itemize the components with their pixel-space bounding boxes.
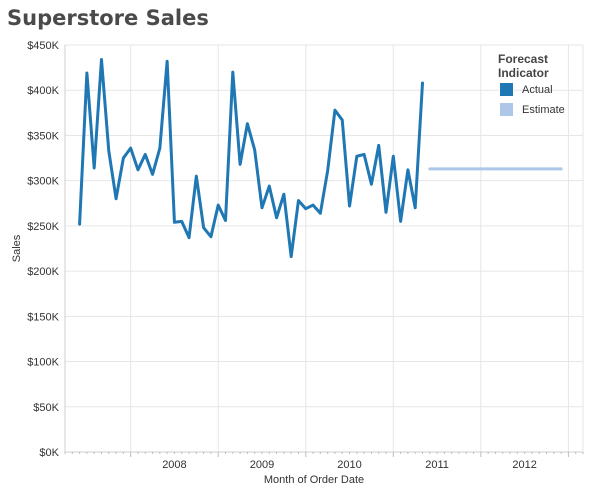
legend-swatch-actual (499, 82, 514, 97)
x-tick-label: 2008 (162, 459, 186, 471)
y-tick-label: $400K (27, 85, 59, 97)
y-tick-label: $300K (27, 176, 59, 188)
y-tick-label: $450K (27, 40, 59, 52)
legend-title: Forecast Indicator (498, 52, 588, 80)
x-tick-label: 2010 (337, 459, 361, 471)
y-tick-label: $100K (27, 357, 59, 369)
x-axis-title: Month of Order Date (264, 474, 364, 486)
legend-label-actual: Actual (522, 83, 553, 96)
y-axis-title: Sales (11, 234, 23, 262)
y-tick-label: $200K (27, 266, 59, 278)
y-tick-label: $150K (27, 311, 59, 323)
x-tick-label: 2012 (512, 459, 536, 471)
legend-item-estimate[interactable]: Estimate (499, 102, 565, 117)
y-tick-label: $350K (27, 130, 59, 142)
plot-area (65, 45, 583, 452)
page-title: Superstore Sales (7, 6, 209, 30)
x-tick-label: 2011 (425, 459, 449, 471)
y-tick-label: $50K (33, 402, 59, 414)
series-line-actual (78, 57, 424, 259)
legend-label-estimate: Estimate (522, 103, 565, 116)
x-tick-label: 2009 (250, 459, 274, 471)
legend-title-line2: Indicator (498, 66, 549, 80)
y-tick-label: $250K (27, 221, 59, 233)
y-tick-label: $0K (39, 447, 59, 459)
legend-item-actual[interactable]: Actual (499, 82, 553, 97)
legend-swatch-estimate (499, 102, 514, 117)
legend-title-line1: Forecast (498, 52, 549, 66)
